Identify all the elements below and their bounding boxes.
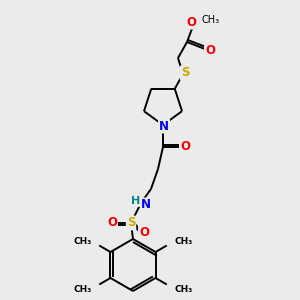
Text: N: N [159,119,169,133]
Text: CH₃: CH₃ [202,15,220,25]
Text: S: S [181,67,189,80]
Text: CH₃: CH₃ [175,284,193,293]
Text: S: S [127,217,135,230]
Text: O: O [186,16,196,28]
Text: O: O [205,44,215,56]
Text: CH₃: CH₃ [73,236,92,245]
Text: O: O [139,226,149,238]
Text: O: O [180,140,190,154]
Text: CH₃: CH₃ [73,284,92,293]
Text: N: N [141,199,151,212]
Text: O: O [107,217,117,230]
Text: H: H [131,196,141,206]
Text: CH₃: CH₃ [175,236,193,245]
